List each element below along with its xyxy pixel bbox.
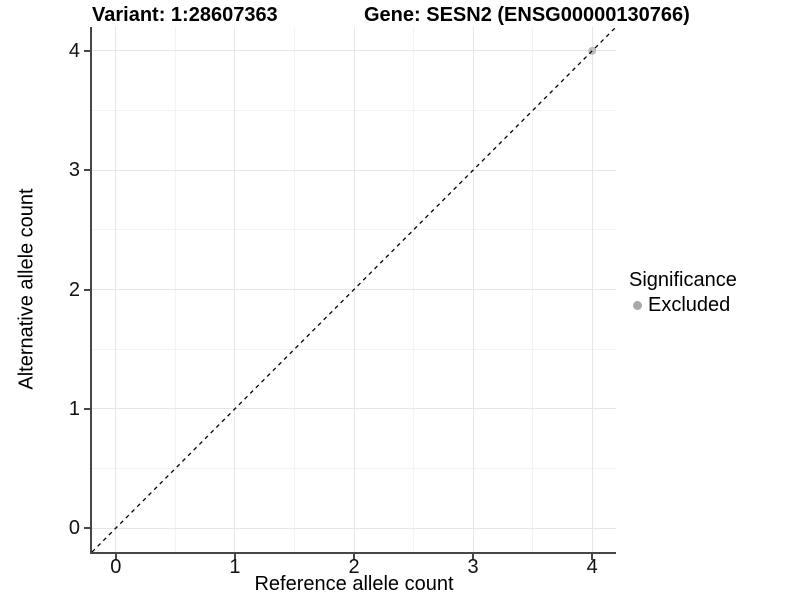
x-tick-label: 4: [586, 556, 598, 578]
y-tick-label: 3: [68, 159, 80, 182]
x-tick-mark: [114, 554, 117, 560]
y-tick-label: 1: [68, 397, 80, 420]
gridline-major-y: [92, 527, 616, 529]
legend-title: Significance: [629, 269, 737, 291]
y-tick-label: 2: [68, 278, 80, 301]
chart-layer: [91, 26, 617, 553]
gridline-major-y: [92, 50, 616, 52]
y-tick-mark: [84, 288, 90, 291]
variant-title: Variant: 1:28607363: [92, 4, 278, 26]
legend: Significance Excluded: [629, 268, 737, 317]
excluded-point-icon: [633, 300, 642, 310]
gridline-major-y: [92, 169, 616, 171]
y-tick-mark: [84, 407, 90, 410]
x-tick-mark: [233, 554, 236, 560]
y-tick-label: 0: [68, 517, 80, 540]
plot-panel: 0 1 2 3 4 0 1 2 3 4: [69, 26, 617, 578]
x-axis-title: Reference allele count: [254, 573, 454, 595]
y-tick-mark: [84, 169, 90, 172]
legend-entry-excluded: Excluded: [629, 293, 737, 317]
x-tick-label: 0: [110, 556, 122, 578]
x-tick-mark: [591, 554, 594, 560]
x-tick-mark: [353, 554, 355, 560]
y-tick-mark: [84, 527, 90, 530]
gridline-major-y: [92, 408, 616, 410]
x-tick-label: 3: [467, 556, 479, 578]
legend-entry-label: Excluded: [648, 294, 731, 316]
x-tick-label: 1: [229, 556, 241, 578]
y-tick-label: 4: [68, 39, 80, 62]
y-tick-mark: [84, 49, 90, 52]
x-tick-mark: [472, 554, 475, 560]
identity-line: [91, 26, 617, 553]
y-axis-title: Alternative allele count: [15, 188, 38, 390]
x-tick-label: 2: [348, 556, 360, 578]
gene-title: Gene: SESN2 (ENSG00000130766): [364, 4, 690, 26]
